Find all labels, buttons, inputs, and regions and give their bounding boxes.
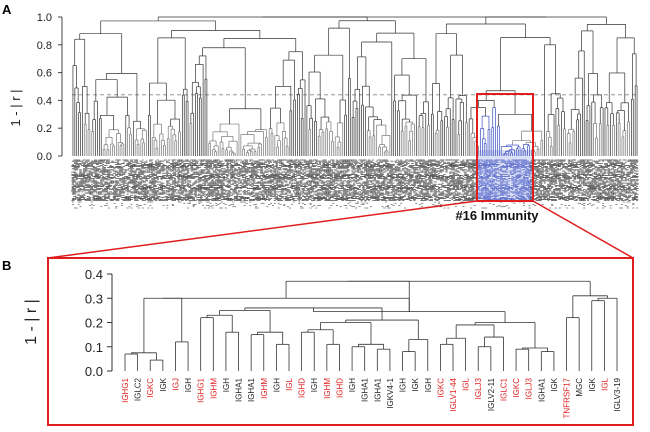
y-tick-label-a: 0.6 bbox=[37, 68, 52, 80]
dendrogram-a: 0.0 0.2 0.4 0.6 0.8 1.0 bbox=[37, 12, 639, 259]
panel-label-a: A bbox=[2, 2, 12, 17]
y-tick-label-a: 0.2 bbox=[37, 123, 52, 135]
y-tick-label-a: 0.4 bbox=[37, 95, 52, 107]
y-tick-label-a: 0.0 bbox=[37, 151, 52, 163]
y-tick-label-a: 1.0 bbox=[37, 12, 52, 24]
y-tick-label-a: 0.8 bbox=[37, 40, 52, 52]
